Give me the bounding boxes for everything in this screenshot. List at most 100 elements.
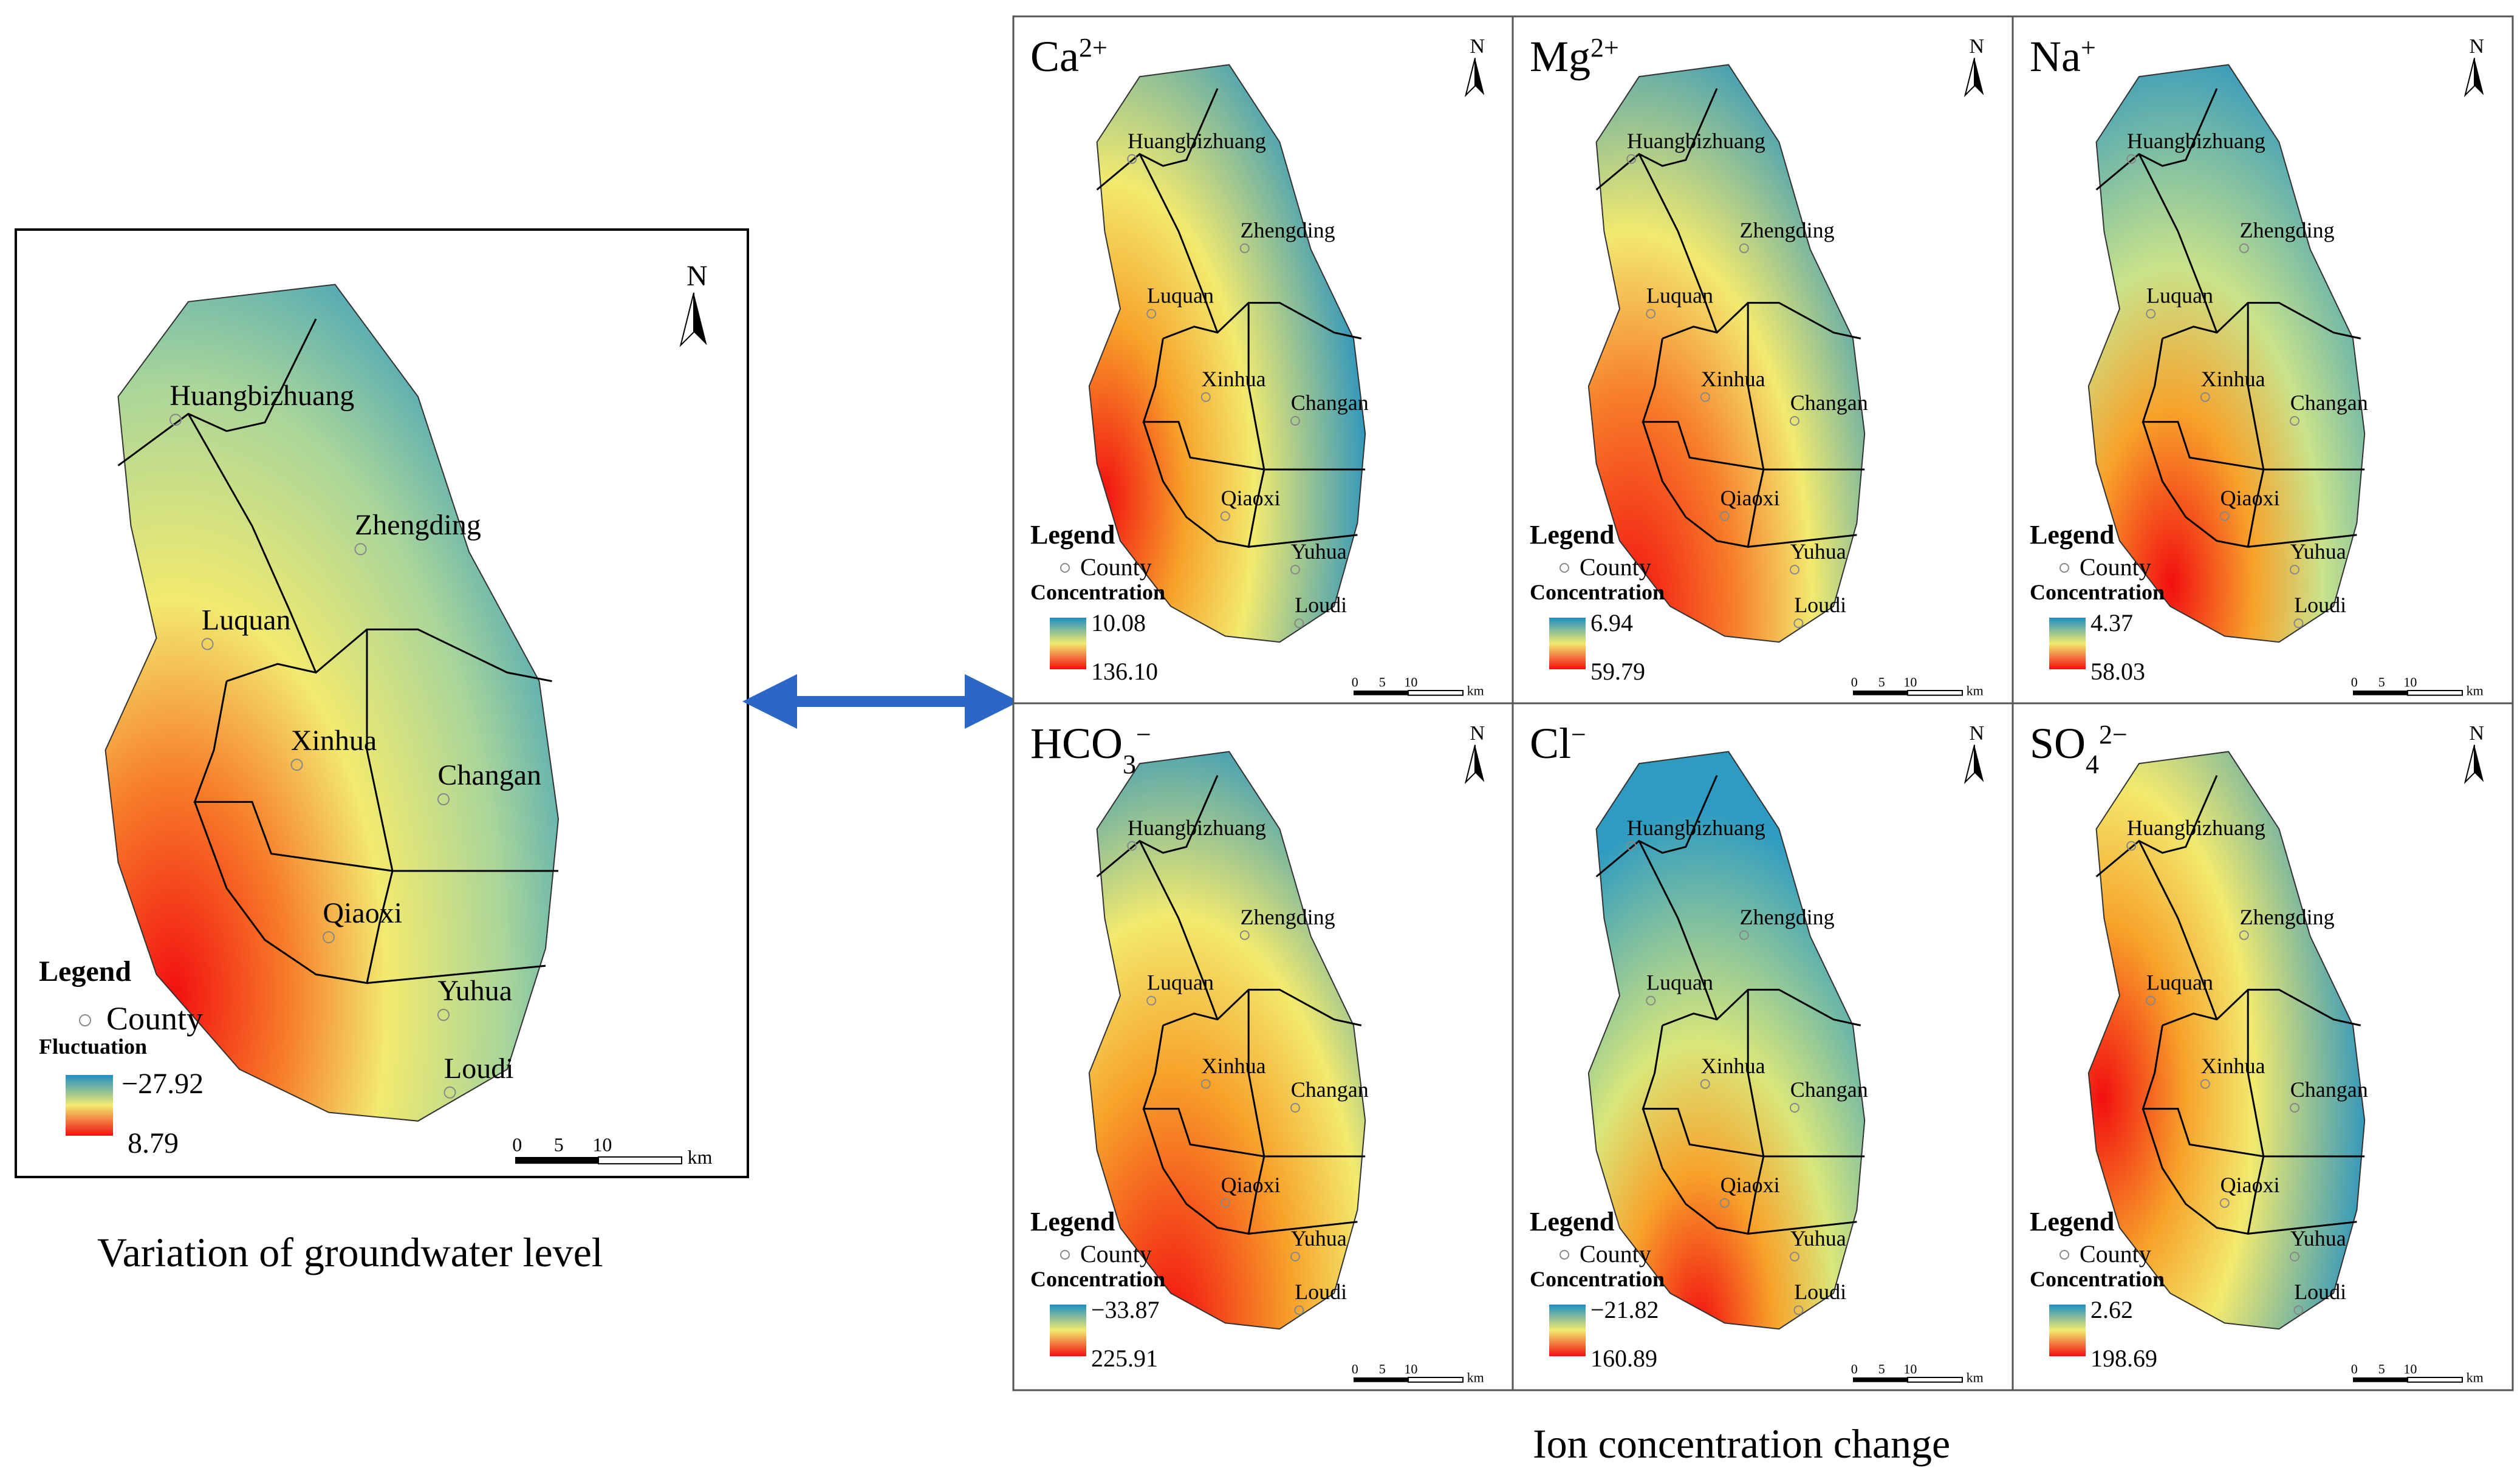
north-arrow-icon [1475, 58, 1485, 95]
county-label-xinhua: Xinhua [2201, 1054, 2265, 1078]
legend-county-icon [2059, 563, 2069, 573]
legend-min: 136.10 [1091, 658, 1158, 685]
county-boundary [366, 964, 546, 984]
county-point [2239, 243, 2249, 253]
county-boundary [2142, 1108, 2265, 1235]
north-arrow-icon [2474, 58, 2484, 95]
main-caption: Variation of groundwater level [97, 1229, 603, 1275]
county-label-huangbizhuang: Huangbizhuang [2127, 816, 2265, 840]
ion-panel-ca: Huangbizhuang Zhengding Luquan Xinhua Changa… [1012, 15, 1515, 705]
county-boundary [117, 318, 317, 466]
county-boundary [1642, 1108, 1765, 1235]
county-point [443, 1086, 456, 1099]
legend-title: Legend [2030, 520, 2114, 550]
county-point [1290, 1252, 1300, 1261]
county-label-huangbizhuang: Huangbizhuang [2127, 129, 2265, 153]
county-point [2219, 1198, 2230, 1208]
county-label-huangbizhuang: Huangbizhuang [1128, 816, 1266, 840]
county-point [1793, 1305, 1804, 1315]
county-label-yuhua: Yuhua [1291, 1226, 1347, 1251]
county-label-changan: Changan [1291, 391, 1369, 415]
county-label-yuhua: Yuhua [2290, 539, 2346, 564]
legend-ramp [1549, 1305, 1586, 1356]
county-boundary [2095, 775, 2218, 878]
ion-panel-so: Huangbizhuang Zhengding Luquan Xinhua Changa… [2012, 702, 2514, 1391]
county-point [1790, 416, 1799, 426]
scale-bar-segment [1907, 690, 1963, 696]
county-boundary [1138, 840, 1219, 1020]
county-point [1220, 511, 1230, 521]
scale-unit: km [1467, 683, 1484, 698]
scale-label: 10 [2403, 674, 2417, 689]
legend-ramp [1549, 618, 1586, 669]
county-label-qiaoxi: Qiaoxi [323, 897, 402, 929]
ion-caption: Ion concentration change [1533, 1421, 1950, 1467]
county-point [1719, 1198, 1730, 1208]
county-boundary [2247, 302, 2265, 470]
county-label-huangbizhuang: Huangbizhuang [1627, 129, 1765, 153]
scale-bar-segment [1408, 690, 1464, 696]
legend-county-label: County [2080, 553, 2151, 581]
scale-bar-segment [1354, 691, 1408, 695]
county-label-zhengding: Zhengding [1241, 218, 1335, 242]
county-boundary [2138, 840, 2218, 1020]
scale-label: 0 [2351, 674, 2358, 689]
county-label-yuhua: Yuhua [1790, 1226, 1846, 1251]
county-label-changan: Changan [1790, 1077, 1868, 1102]
county-point [323, 931, 335, 944]
county-label-yuhua: Yuhua [2290, 1226, 2346, 1251]
legend-max: −33.87 [1091, 1296, 1160, 1323]
region-surface [2087, 64, 2366, 643]
legend-county-label: County [1580, 553, 1651, 581]
county-point [1790, 1252, 1799, 1261]
legend-min: 225.91 [1091, 1345, 1158, 1372]
county-boundary [1638, 153, 1718, 333]
county-point [1290, 416, 1300, 426]
scale-bar-segment [2407, 1377, 2463, 1383]
county-label-zhengding: Zhengding [355, 509, 481, 541]
north-arrow-icon-outline [1964, 745, 1975, 784]
legend-title: Legend [1530, 520, 1614, 550]
region-surface [104, 284, 560, 1122]
county-label-qiaoxi: Qiaoxi [1721, 486, 1780, 510]
county-point [1646, 309, 1656, 319]
county-label-changan: Changan [1790, 391, 1868, 415]
county-point [1719, 511, 1730, 521]
county-label-qiaoxi: Qiaoxi [2220, 1173, 2280, 1197]
county-point [1127, 154, 1137, 164]
county-label-luquan: Luquan [1646, 971, 1713, 995]
ion-panel-cl: Huangbizhuang Zhengding Luquan Xinhua Changa… [1512, 702, 2014, 1391]
county-label-luquan: Luquan [1147, 971, 1214, 995]
legend-title: Legend [1530, 1207, 1614, 1237]
county-point [169, 414, 182, 426]
county-point [1146, 309, 1157, 319]
county-point [1146, 995, 1157, 1006]
county-label-loudi: Loudi [1794, 593, 1846, 617]
county-label-loudi: Loudi [2294, 593, 2346, 617]
county-label-zhengding: Zhengding [1740, 905, 1835, 929]
county-label-xinhua: Xinhua [1701, 1054, 1765, 1078]
scale-unit: km [1467, 1370, 1484, 1385]
scale-label: 10 [1903, 674, 1917, 689]
scale-unit: km [2467, 1370, 2484, 1385]
legend-variable: Concentration [1530, 1267, 1665, 1291]
legend-min: 198.69 [2090, 1345, 2157, 1372]
scale-label: 10 [1903, 1361, 1917, 1376]
scale-label: 0 [1851, 674, 1858, 689]
county-point [1220, 1198, 1230, 1208]
county-boundary [2248, 534, 2357, 548]
legend-ramp [1050, 1305, 1086, 1356]
county-point [1626, 154, 1637, 164]
county-boundary [2095, 88, 2218, 191]
county-label-xinhua: Xinhua [1701, 367, 1765, 391]
legend-min: 160.89 [1590, 1345, 1657, 1372]
county-point [2200, 392, 2210, 402]
legend-variable: Concentration [2030, 1267, 2165, 1291]
scale-unit: km [1967, 1370, 1984, 1385]
legend-ramp [2049, 1305, 2086, 1356]
county-point [2200, 1079, 2210, 1089]
county-boundary [1642, 421, 1765, 548]
county-label-xinhua: Xinhua [1202, 1054, 1266, 1078]
legend-max: −27.92 [122, 1068, 204, 1100]
